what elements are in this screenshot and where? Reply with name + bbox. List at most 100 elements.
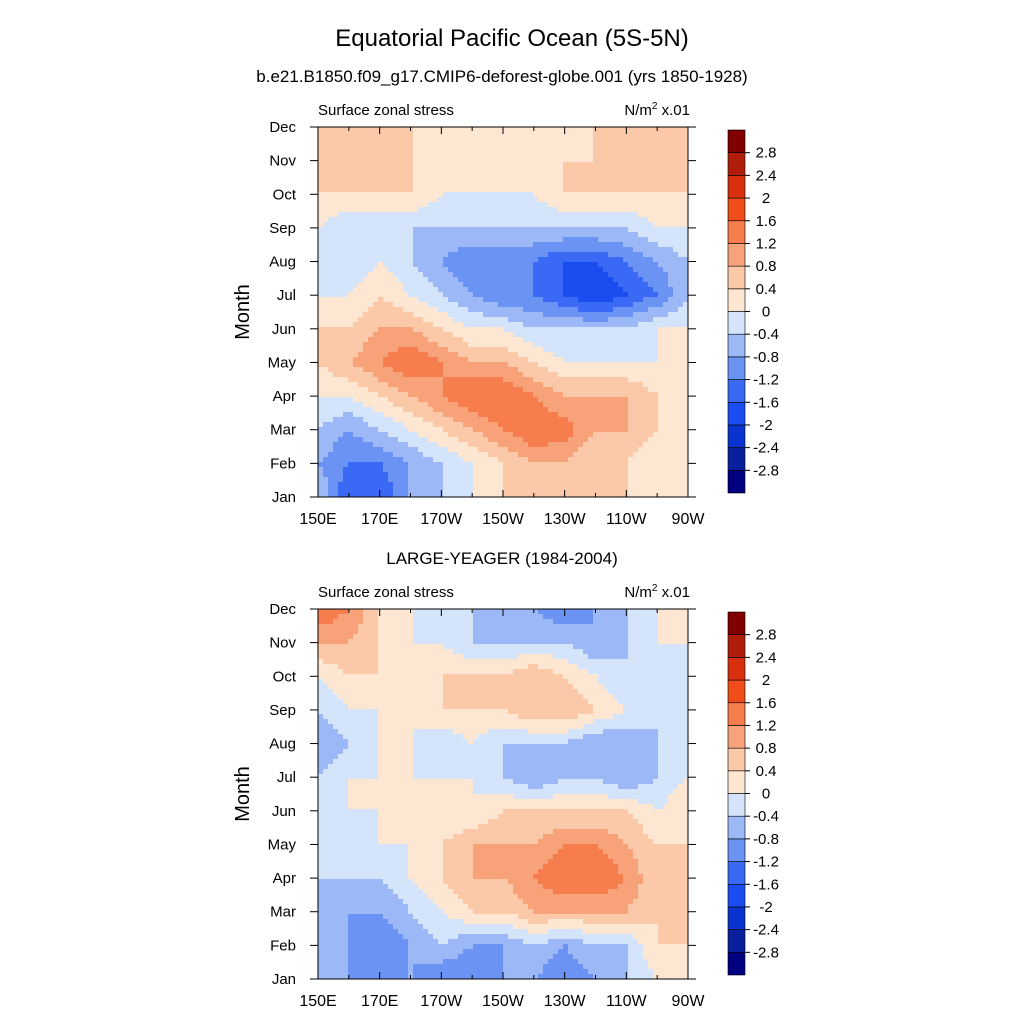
- contour-cell: [653, 452, 659, 458]
- contour-cell: [468, 147, 474, 153]
- contour-cell: [628, 322, 634, 328]
- contour-cell: [653, 337, 659, 343]
- contour-cell: [653, 252, 659, 258]
- contour-cell: [423, 452, 429, 458]
- contour-cell: [378, 317, 384, 323]
- contour-cell: [608, 317, 614, 323]
- contour-cell: [593, 302, 599, 308]
- contour-cell: [623, 447, 629, 453]
- contour-cell: [643, 447, 649, 453]
- contour-cell: [668, 222, 674, 228]
- contour-cell: [548, 222, 554, 228]
- contour-cell: [543, 342, 549, 348]
- contour-cell: [398, 267, 404, 273]
- contour-cell: [643, 297, 649, 303]
- contour-cell: [518, 152, 524, 158]
- contour-cell: [653, 302, 659, 308]
- contour-cell: [488, 452, 494, 458]
- contour-cell: [508, 227, 514, 233]
- contour-cell: [393, 152, 399, 158]
- contour-cell: [618, 167, 624, 173]
- contour-cell: [323, 462, 329, 468]
- contour-cell: [513, 147, 519, 153]
- contour-cell: [458, 322, 464, 328]
- contour-cell: [438, 152, 444, 158]
- contour-cell: [443, 212, 449, 218]
- contour-cell: [513, 397, 519, 403]
- contour-cell: [538, 357, 544, 363]
- contour-cell: [493, 417, 499, 423]
- contour-cell: [333, 142, 339, 148]
- contour-cell: [588, 422, 594, 428]
- contour-cell: [648, 437, 654, 443]
- contour-cell: [533, 307, 539, 313]
- contour-cell: [558, 177, 564, 183]
- contour-cell: [638, 162, 644, 168]
- contour-cell: [348, 237, 354, 243]
- contour-cell: [333, 152, 339, 158]
- contour-cell: [623, 137, 629, 143]
- contour-cell: [383, 282, 389, 288]
- contour-cell: [368, 352, 374, 358]
- contour-cell: [388, 257, 394, 263]
- contour-cell: [573, 387, 579, 393]
- contour-cell: [543, 317, 549, 323]
- contour-cell: [598, 172, 604, 178]
- contour-cell: [393, 272, 399, 278]
- contour-cell: [578, 327, 584, 333]
- contour-cell: [603, 417, 609, 423]
- contour-cell: [448, 192, 454, 198]
- contour-cell: [578, 337, 584, 343]
- contour-cell: [508, 407, 514, 413]
- contour-cell: [503, 442, 509, 448]
- contour-cell: [373, 202, 379, 208]
- contour-cell: [653, 142, 659, 148]
- contour-cell: [603, 217, 609, 223]
- contour-cell: [503, 252, 509, 258]
- contour-cell: [343, 442, 349, 448]
- contour-cell: [458, 152, 464, 158]
- contour-cell: [613, 142, 619, 148]
- contour-cell: [413, 227, 419, 233]
- contour-cell: [378, 442, 384, 448]
- contour-cell: [633, 152, 639, 158]
- contour-cell: [473, 162, 479, 168]
- contour-cell: [448, 422, 454, 428]
- contour-cell: [638, 262, 644, 268]
- contour-cell: [398, 132, 404, 138]
- contour-cell: [503, 382, 509, 388]
- contour-cell: [633, 327, 639, 333]
- units-superscript: 2: [652, 101, 658, 112]
- contour-cell: [383, 367, 389, 373]
- contour-cell: [428, 132, 434, 138]
- contour-cell: [378, 332, 384, 338]
- contour-cell: [658, 337, 664, 343]
- contour-cell: [453, 337, 459, 343]
- contour-cell: [663, 407, 669, 413]
- contour-cell: [353, 287, 359, 293]
- contour-cell: [538, 257, 544, 263]
- contour-cell: [563, 267, 569, 273]
- contour-cell: [663, 267, 669, 273]
- contour-cell: [548, 287, 554, 293]
- contour-cell: [578, 137, 584, 143]
- contour-cell: [633, 437, 639, 443]
- contour-cell: [448, 437, 454, 443]
- contour-cell: [598, 237, 604, 243]
- contour-cell: [453, 407, 459, 413]
- contour-cell: [593, 292, 599, 298]
- contour-cell: [583, 167, 589, 173]
- contour-cell: [358, 307, 364, 313]
- contour-cell: [643, 442, 649, 448]
- contour-cell: [398, 167, 404, 173]
- contour-cell: [603, 232, 609, 238]
- contour-cell: [398, 402, 404, 408]
- contour-cell: [463, 402, 469, 408]
- contour-cell: [553, 227, 559, 233]
- contour-cell: [468, 162, 474, 168]
- contour-cell: [413, 402, 419, 408]
- contour-cell: [348, 302, 354, 308]
- contour-cell: [333, 317, 339, 323]
- contour-cell: [318, 227, 324, 233]
- contour-cell: [648, 362, 654, 368]
